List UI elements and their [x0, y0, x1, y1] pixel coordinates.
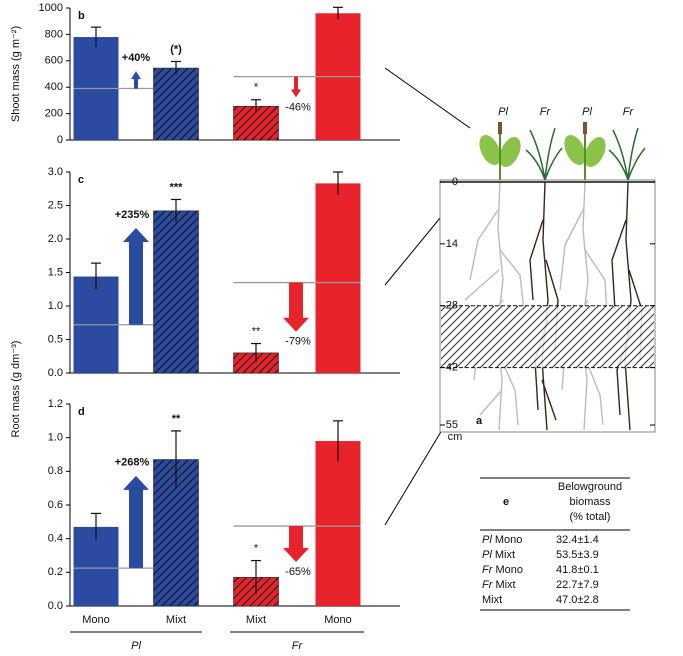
x-tick-label: Mixt — [166, 614, 186, 626]
row-species: Pl — [482, 534, 492, 546]
depth-label: 0 — [452, 176, 458, 188]
depth-label: 42 — [446, 361, 458, 373]
significance: (*) — [170, 43, 182, 55]
row-label: Mixt — [482, 594, 502, 606]
change-arrow — [123, 475, 149, 569]
group-label: Fr — [292, 640, 304, 652]
group-label: Pl — [131, 640, 141, 652]
significance: * — [254, 542, 259, 554]
plant-label: Fr — [540, 106, 552, 118]
y-tick-label: 1.0 — [48, 300, 63, 312]
roots — [464, 181, 643, 431]
y-tick-label: 800 — [45, 28, 63, 40]
change-arrow — [123, 227, 149, 325]
y-axis-title: Root mass (g dm⁻³) — [10, 341, 22, 438]
y-tick-label: 1000 — [39, 2, 63, 14]
significance: ** — [172, 413, 181, 425]
y-tick-label: 0.2 — [48, 566, 63, 578]
y-tick-label: 1.2 — [48, 398, 63, 410]
row-value: 22.7±7.9 — [556, 579, 599, 591]
change-arrow — [291, 76, 301, 98]
row-value: 32.4±1.4 — [556, 534, 599, 546]
bar — [153, 459, 199, 607]
change-label: -65% — [285, 566, 311, 578]
connector — [384, 211, 446, 286]
y-tick-label: 0.4 — [48, 533, 63, 545]
table-header: Belowground — [558, 481, 622, 493]
table-header: biomass — [570, 496, 611, 508]
row-value: 41.8±0.1 — [556, 564, 599, 576]
depth-unit: cm — [448, 431, 463, 443]
y-tick-label: 400 — [45, 81, 63, 93]
y-tick-label: 0 — [57, 134, 63, 146]
plants — [479, 122, 646, 181]
panel-label: c — [78, 174, 84, 186]
change-label: +235% — [115, 209, 150, 221]
bar — [153, 67, 199, 141]
panel-label: b — [78, 10, 85, 22]
table-header: (% total) — [570, 511, 611, 523]
change-arrow — [283, 282, 309, 332]
y-tick-label: 2.5 — [48, 199, 63, 211]
depth-label: 28 — [446, 300, 458, 312]
y-tick-label: 3.0 — [48, 166, 63, 178]
row-value: 53.5±3.9 — [556, 549, 599, 561]
significance: ** — [252, 325, 261, 337]
connector — [384, 67, 471, 129]
x-tick-label: Mono — [82, 614, 110, 626]
row-treatment: Mono — [492, 534, 523, 546]
dense-zone — [441, 305, 654, 368]
y-tick-label: 0.5 — [48, 333, 63, 345]
y-tick-label: 600 — [45, 55, 63, 67]
row-species: Fr — [482, 579, 494, 591]
row-value: 47.0±2.8 — [556, 594, 599, 606]
plant-label: Pl — [498, 106, 508, 118]
bar — [153, 210, 199, 374]
y-tick-label: 1.0 — [48, 432, 63, 444]
change-label: +40% — [122, 52, 151, 64]
plant-label: Pl — [582, 106, 592, 118]
x-tick-label: Mono — [324, 614, 352, 626]
significance: * — [254, 82, 259, 94]
y-axis-title: Shoot mass (g m⁻²) — [10, 26, 22, 122]
row-treatment: Mono — [492, 564, 523, 576]
change-arrow — [131, 71, 141, 89]
change-label: -79% — [285, 336, 311, 348]
x-tick-label: Mixt — [246, 614, 266, 626]
bar — [315, 441, 361, 606]
change-label: +268% — [115, 457, 150, 469]
y-tick-label: 1.5 — [48, 266, 63, 278]
row-treatment: Mixt — [492, 549, 515, 561]
row-treatment: Mixt — [492, 579, 515, 591]
row-label: Pl Mono — [482, 534, 522, 546]
bar — [315, 183, 361, 373]
panel-label: a — [476, 415, 483, 427]
panel-label: d — [78, 406, 85, 418]
y-tick-label: 0.0 — [48, 367, 63, 379]
y-tick-label: 2.0 — [48, 233, 63, 245]
row-label: Fr Mixt — [482, 579, 516, 591]
change-arrow — [283, 526, 309, 562]
row-label: Pl Mixt — [482, 549, 515, 561]
depth-label: 55 — [446, 419, 458, 431]
row-species: Pl — [482, 549, 492, 561]
y-tick-label: 0.6 — [48, 499, 63, 511]
plant-label: Fr — [623, 106, 635, 118]
change-label: -46% — [285, 101, 311, 113]
y-tick-label: 0.0 — [48, 600, 63, 612]
significance: *** — [170, 181, 184, 193]
row-species: Fr — [482, 564, 494, 576]
depth-label: 14 — [446, 238, 458, 250]
panel-label: e — [503, 496, 509, 508]
y-tick-label: 200 — [45, 108, 63, 120]
row-label: Fr Mono — [482, 564, 523, 576]
row-treatment: Mixt — [482, 594, 502, 606]
y-tick-label: 0.8 — [48, 465, 63, 477]
